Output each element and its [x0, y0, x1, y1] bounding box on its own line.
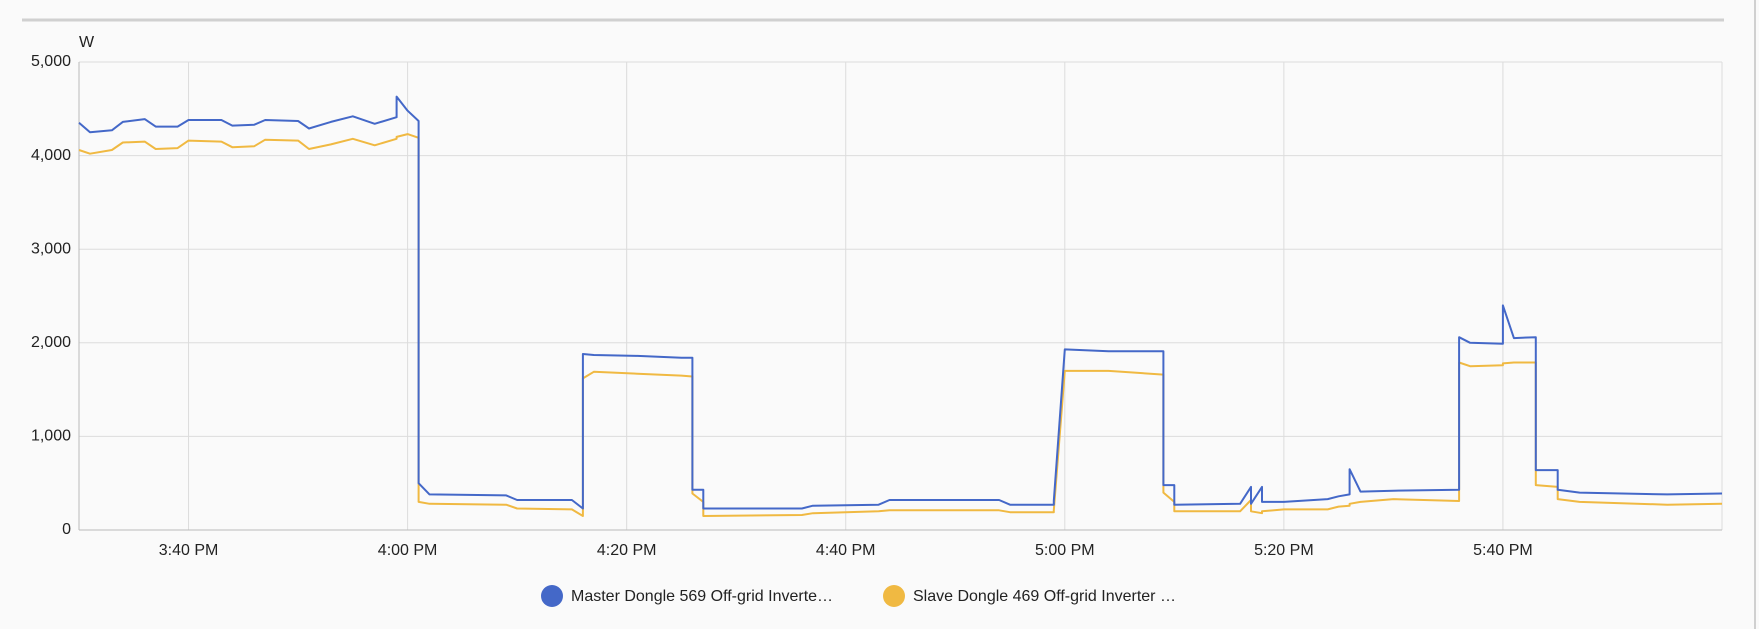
y-tick-label: 2,000 — [31, 334, 71, 351]
x-tick-label: 4:00 PM — [378, 542, 438, 559]
legend-label: Slave Dongle 469 Off-grid Inverter … — [913, 588, 1176, 605]
legend-label: Master Dongle 569 Off-grid Inverte… — [571, 588, 833, 605]
x-tick-label: 4:20 PM — [597, 542, 657, 559]
y-tick-label: 3,000 — [31, 240, 71, 257]
x-tick-label: 5:20 PM — [1254, 542, 1314, 559]
x-tick-label: 3:40 PM — [159, 542, 219, 559]
series-line — [78, 95, 1723, 510]
y-tick-label: 5,000 — [31, 53, 71, 70]
legend-swatch — [883, 585, 905, 607]
y-tick-label: 4,000 — [31, 147, 71, 164]
y-tick-label: 0 — [62, 521, 71, 538]
x-tick-label: 5:00 PM — [1035, 542, 1095, 559]
x-tick-label: 4:40 PM — [816, 542, 876, 559]
y-unit: W — [79, 34, 95, 51]
legend-swatch — [541, 585, 563, 607]
x-tick-label: 5:40 PM — [1473, 542, 1533, 559]
y-tick-label: 1,000 — [31, 428, 71, 445]
series-line — [78, 133, 1723, 517]
